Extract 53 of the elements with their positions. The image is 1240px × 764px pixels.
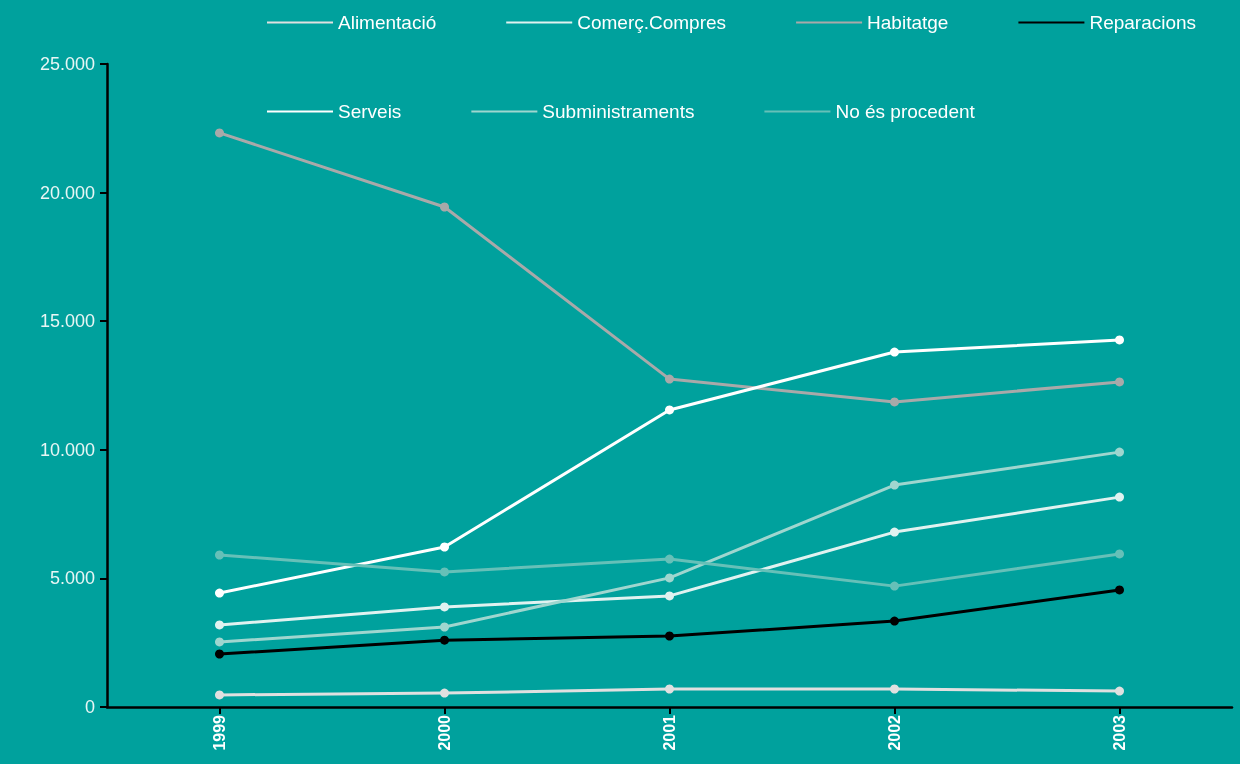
point xyxy=(215,620,224,630)
point xyxy=(1115,377,1124,387)
point xyxy=(665,684,674,694)
point xyxy=(215,637,224,647)
x-tick-label: 1999 xyxy=(211,714,228,751)
point xyxy=(890,527,899,537)
legend-label: Habitatge xyxy=(867,12,949,33)
point xyxy=(1115,492,1124,502)
point xyxy=(665,405,674,415)
point xyxy=(215,690,224,700)
point xyxy=(890,397,899,407)
y-tick-label: 0 xyxy=(84,697,95,717)
point xyxy=(890,616,899,626)
point xyxy=(890,347,899,357)
point xyxy=(665,374,674,384)
point xyxy=(890,480,899,490)
point xyxy=(440,622,449,632)
point xyxy=(890,581,899,591)
x-tick-label: 2002 xyxy=(886,714,903,751)
point xyxy=(665,591,674,601)
point xyxy=(1115,686,1124,696)
legend-label: Comerç.Compres xyxy=(577,12,727,33)
x-tick-label: 2003 xyxy=(1111,714,1128,751)
point xyxy=(440,688,449,698)
y-tick-label: 10.000 xyxy=(39,439,95,460)
point xyxy=(665,573,674,583)
point xyxy=(1115,585,1124,595)
x-tick-label: 2001 xyxy=(661,714,678,751)
x-tick-label: 2000 xyxy=(436,714,453,751)
legend-label: No és procedent xyxy=(835,101,976,122)
point xyxy=(215,128,224,138)
point xyxy=(440,542,449,552)
y-tick-label: 5.000 xyxy=(49,568,95,589)
y-tick-label: 20.000 xyxy=(39,182,95,203)
point xyxy=(665,631,674,641)
legend-label: Reparacions xyxy=(1089,12,1197,33)
legend-label: Subministraments xyxy=(542,101,695,122)
point xyxy=(215,588,224,598)
legend-label: Alimentació xyxy=(338,12,437,33)
point xyxy=(1115,335,1124,345)
point xyxy=(215,550,224,560)
point xyxy=(440,202,449,212)
point xyxy=(440,602,449,612)
point xyxy=(1115,549,1124,559)
point xyxy=(440,567,449,577)
point xyxy=(215,649,224,659)
y-tick-label: 25.000 xyxy=(39,54,95,74)
point xyxy=(440,635,449,645)
legend-label: Serveis xyxy=(338,101,402,122)
point xyxy=(1115,447,1124,457)
point xyxy=(665,554,674,564)
point xyxy=(890,684,899,694)
y-tick-label: 15.000 xyxy=(39,311,95,332)
